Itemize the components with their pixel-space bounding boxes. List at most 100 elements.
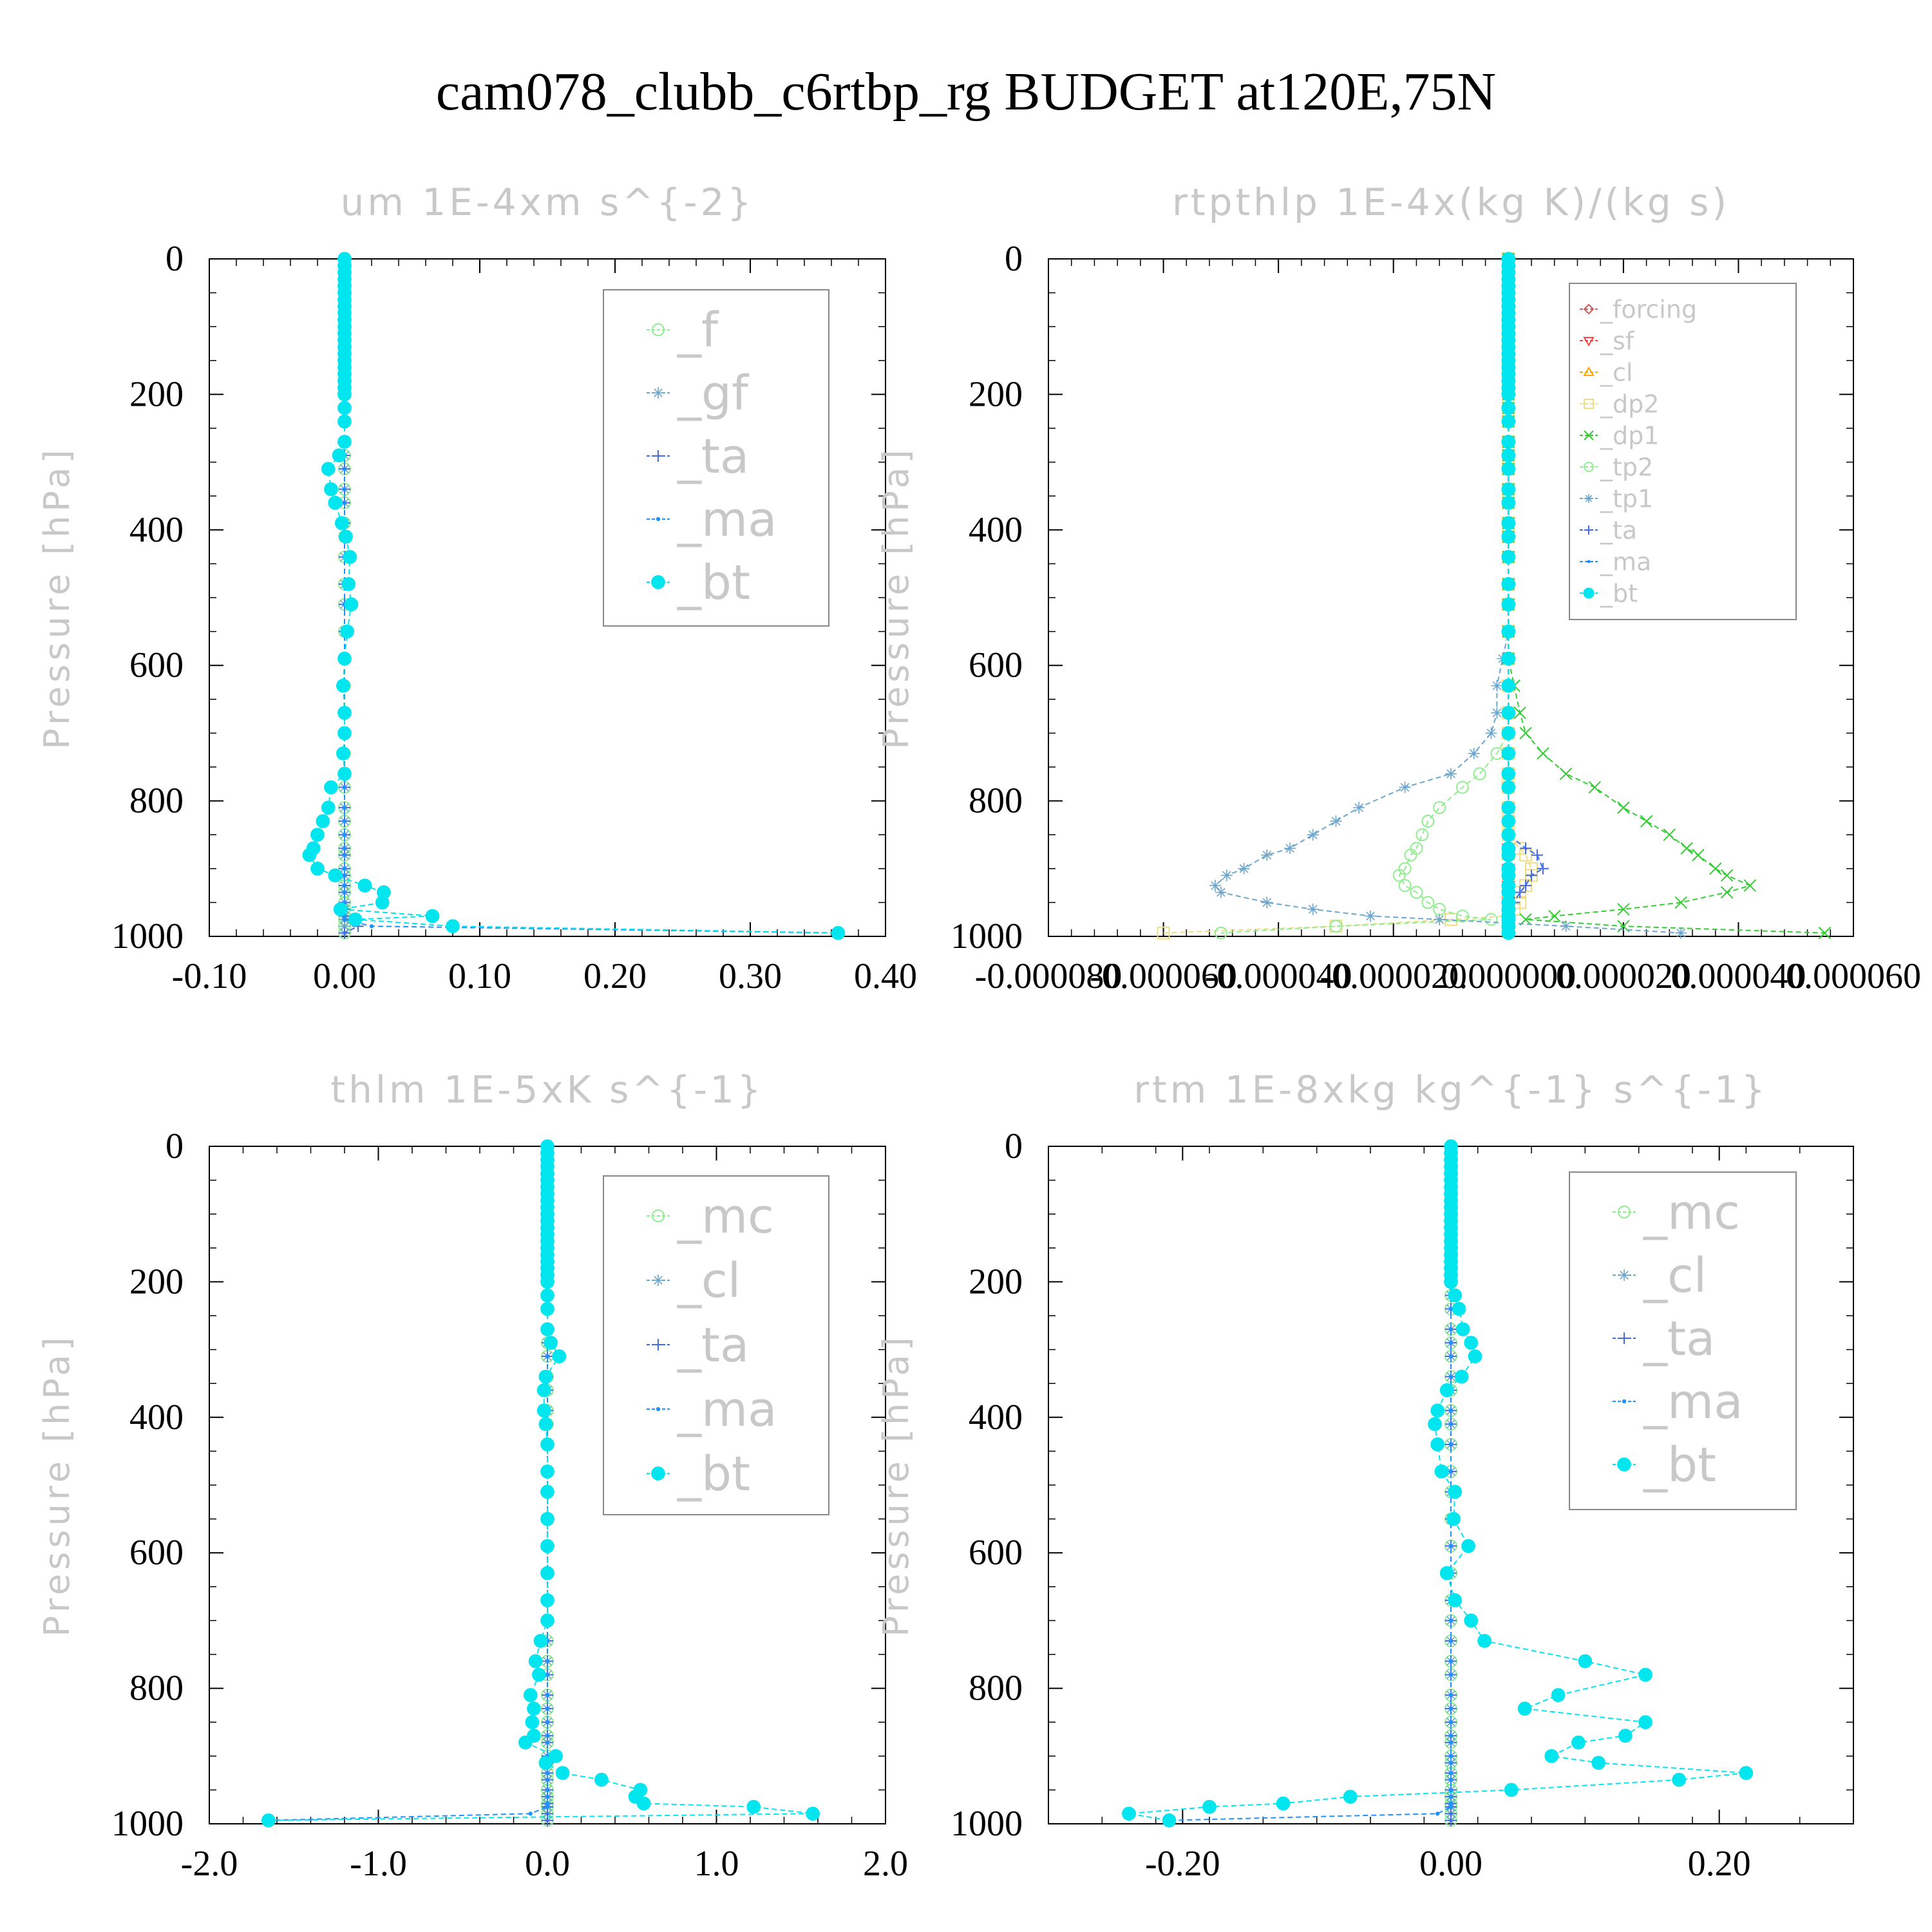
legend-label: _bt (677, 555, 750, 611)
data-point (337, 387, 352, 402)
data-point (1638, 1667, 1653, 1682)
legend-marker (652, 1339, 664, 1350)
data-point (1448, 1618, 1454, 1623)
legend-marker (1583, 587, 1595, 599)
legend-entry: _bt (1580, 579, 1638, 607)
data-point (1448, 1354, 1454, 1359)
data-point (528, 1654, 543, 1669)
legend-entry: _cl (1580, 358, 1633, 386)
data-point (328, 495, 343, 510)
y-tick-label: 600 (129, 645, 184, 685)
x-tick-label: -0.000060 (1090, 956, 1237, 996)
data-point (342, 785, 347, 790)
data-point (425, 909, 440, 923)
data-point (540, 1437, 554, 1452)
y-tick-label: 600 (129, 1533, 184, 1573)
x-tick-label: -0.000020 (1320, 956, 1467, 996)
data-point (446, 919, 460, 934)
data-point (1501, 529, 1516, 544)
legend-entry: _f (647, 303, 719, 358)
data-point (1720, 869, 1734, 882)
data-point (334, 516, 349, 531)
legend-marker (1622, 1399, 1627, 1404)
data-point (545, 1804, 550, 1809)
data-point (1739, 1766, 1754, 1780)
legend-marker (1584, 462, 1594, 472)
legend-label: _gf (677, 366, 750, 421)
data-point (1439, 1566, 1454, 1580)
data-point (1448, 1422, 1454, 1426)
data-point (337, 435, 352, 449)
data-point (1162, 1813, 1177, 1828)
legend-label: _mc (1643, 1185, 1740, 1240)
legend-label: _f (677, 303, 719, 358)
data-point (1501, 414, 1516, 429)
data-point (1491, 706, 1503, 719)
data-point (1504, 1783, 1519, 1797)
data-point (545, 1720, 550, 1725)
legend-entry: _ta (1580, 516, 1637, 544)
data-point (1448, 1794, 1454, 1799)
data-point (1365, 910, 1376, 922)
data-point (1501, 828, 1516, 842)
rtm-budget-panel: rtm 1E-8xkg kg^{-1} s^{-1} Pressure [hPa]… (876, 1068, 1854, 1884)
legend-label: _cl (677, 1253, 741, 1309)
data-point (1445, 768, 1457, 780)
data-point (545, 1794, 550, 1799)
legend-entry: _bt (647, 555, 750, 611)
y-tick-label: 1000 (111, 916, 184, 956)
data-point (1215, 886, 1227, 898)
data-point (342, 833, 347, 837)
legend-entry: _ma (647, 492, 777, 547)
data-point (1343, 1790, 1358, 1804)
legend-entry: _mc (1613, 1185, 1740, 1240)
data-point (806, 1806, 820, 1821)
data-point (375, 895, 390, 910)
data-point (1428, 1417, 1442, 1432)
data-point (1398, 879, 1412, 893)
data-point (1448, 1340, 1454, 1345)
data-point (1410, 886, 1423, 899)
data-point (1501, 550, 1516, 564)
x-tick-label: -0.000040 (1205, 956, 1352, 996)
legend-entry: _dp2 (1580, 390, 1659, 418)
data-point (1464, 1613, 1479, 1628)
data-point (544, 1336, 558, 1350)
data-point (1559, 767, 1573, 781)
x-tick-label: 0.00 (313, 956, 376, 996)
panel-title: um 1E-4xm s^{-2} (341, 180, 755, 224)
legend-marker (652, 450, 664, 462)
figure-title: cam078_clubb_c6rtbp_rg BUDGET at120E,75N (436, 62, 1496, 122)
data-point (545, 1354, 550, 1359)
legend-marker (656, 516, 661, 522)
data-point (1307, 829, 1319, 841)
y-axis-label: Pressure [hPa] (876, 1333, 916, 1636)
data-point (1157, 926, 1170, 940)
data-point (342, 846, 347, 851)
legend-marker (652, 1274, 664, 1286)
x-tick-label: 0.40 (854, 956, 917, 996)
data-point (1464, 1336, 1479, 1350)
data-point (333, 902, 348, 916)
data-point (1680, 842, 1693, 855)
data-point (342, 819, 347, 824)
data-point (552, 1349, 567, 1363)
legend-marker (1587, 560, 1591, 564)
data-point (1330, 815, 1342, 828)
data-point (1448, 1307, 1454, 1311)
legend-label: _ta (677, 429, 749, 484)
legend-box (1569, 1171, 1797, 1510)
data-point (1448, 1707, 1454, 1711)
data-point (1448, 1770, 1454, 1776)
legend-marker (1583, 303, 1595, 315)
y-tick-label: 200 (969, 1262, 1023, 1302)
legend-marker (1618, 1332, 1630, 1344)
data-point (1520, 880, 1532, 892)
data-point (1672, 1772, 1687, 1787)
legend-entry: _bt (647, 1446, 750, 1502)
data-point (540, 1464, 554, 1479)
data-point (1448, 1804, 1454, 1809)
data-point (1421, 896, 1435, 909)
legend-label: _ta (1643, 1311, 1715, 1367)
y-axis-label: Pressure [hPa] (876, 446, 916, 749)
